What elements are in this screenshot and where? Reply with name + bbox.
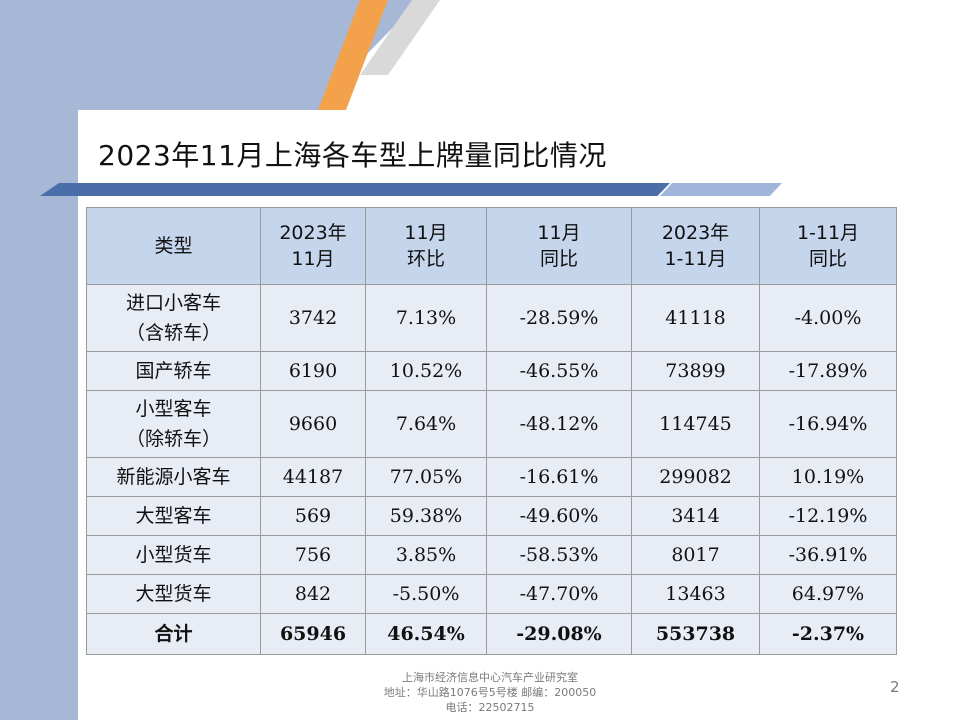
cell-type: 国产轿车 (86, 351, 261, 391)
slide-title: 2023年11月上海各车型上牌量同比情况 (98, 139, 607, 172)
cell-mom: 7.13% (365, 284, 487, 352)
footer-contact: 上海市经济信息中心汽车产业研究室 地址：华山路1076号5号楼 邮编：20005… (300, 670, 680, 715)
footer-org: 上海市经济信息中心汽车产业研究室 (402, 671, 578, 684)
footer-phone: 电话：22502715 (445, 701, 535, 714)
cell-ytd-yoy: -12.19% (759, 496, 897, 536)
cell-ytd: 73899 (631, 351, 760, 391)
table-row: 小型货车 756 3.85% -58.53% 8017 -36.91% (86, 535, 897, 575)
cell-ytd-yoy: -36.91% (759, 535, 897, 575)
header-nov-yoy: 11月 同比 (486, 207, 632, 285)
cell-ytd: 41118 (631, 284, 760, 352)
cell-ytd-yoy: 64.97% (759, 574, 897, 614)
cell-yoy: -16.61% (486, 457, 632, 497)
cell-total-ytd: 553738 (631, 613, 760, 655)
title-underline (40, 183, 670, 196)
cell-mom: 7.64% (365, 390, 487, 458)
cell-mom: 10.52% (365, 351, 487, 391)
header-type: 类型 (86, 207, 261, 285)
header-ytd-2023: 2023年 1-11月 (631, 207, 760, 285)
cell-ytd: 8017 (631, 535, 760, 575)
cell-total-ytd-yoy: -2.37% (759, 613, 897, 655)
cell-type: 小型客车 （除轿车） (86, 390, 261, 458)
cell-nov: 44187 (260, 457, 366, 497)
cell-total-mom: 46.54% (365, 613, 487, 655)
title-underline-accent (660, 183, 782, 196)
table-row: 小型客车 （除轿车） 9660 7.64% -48.12% 114745 -16.… (86, 390, 897, 458)
cell-nov: 9660 (260, 390, 366, 458)
cell-total-label: 合计 (86, 613, 261, 655)
cell-nov: 756 (260, 535, 366, 575)
cell-ytd: 299082 (631, 457, 760, 497)
table-row: 进口小客车 （含轿车） 3742 7.13% -28.59% 41118 -4.0… (86, 284, 897, 352)
table-header-row: 类型 2023年 11月 11月 环比 11月 同比 2023年 1-11月 1-11月… (86, 207, 897, 285)
cell-total-yoy: -29.08% (486, 613, 632, 655)
cell-yoy: -49.60% (486, 496, 632, 536)
cell-yoy: -58.53% (486, 535, 632, 575)
table-row: 大型货车 842 -5.50% -47.70% 13463 64.97% (86, 574, 897, 614)
cell-mom: -5.50% (365, 574, 487, 614)
cell-type: 大型货车 (86, 574, 261, 614)
table-row: 大型客车 569 59.38% -49.60% 3414 -12.19% (86, 496, 897, 536)
cell-yoy: -47.70% (486, 574, 632, 614)
cell-yoy: -46.55% (486, 351, 632, 391)
cell-mom: 3.85% (365, 535, 487, 575)
cell-ytd-yoy: -16.94% (759, 390, 897, 458)
cell-ytd-yoy: -17.89% (759, 351, 897, 391)
header-nov-2023: 2023年 11月 (260, 207, 366, 285)
cell-ytd: 13463 (631, 574, 760, 614)
table-row: 国产轿车 6190 10.52% -46.55% 73899 -17.89% (86, 351, 897, 391)
header-ytd-yoy: 1-11月 同比 (759, 207, 897, 285)
cell-nov: 6190 (260, 351, 366, 391)
registration-table: 类型 2023年 11月 11月 环比 11月 同比 2023年 1-11月 1-11月… (86, 207, 897, 655)
cell-ytd-yoy: -4.00% (759, 284, 897, 352)
background-left-band (0, 0, 78, 720)
cell-total-nov: 65946 (260, 613, 366, 655)
page-number: 2 (890, 678, 900, 696)
cell-type: 新能源小客车 (86, 457, 261, 497)
cell-type: 大型客车 (86, 496, 261, 536)
cell-ytd: 114745 (631, 390, 760, 458)
cell-yoy: -28.59% (486, 284, 632, 352)
cell-nov: 569 (260, 496, 366, 536)
header-nov-mom: 11月 环比 (365, 207, 487, 285)
cell-nov: 3742 (260, 284, 366, 352)
cell-mom: 59.38% (365, 496, 487, 536)
cell-ytd-yoy: 10.19% (759, 457, 897, 497)
cell-mom: 77.05% (365, 457, 487, 497)
table-row: 新能源小客车 44187 77.05% -16.61% 299082 10.19… (86, 457, 897, 497)
cell-type: 进口小客车 （含轿车） (86, 284, 261, 352)
cell-type: 小型货车 (86, 535, 261, 575)
cell-yoy: -48.12% (486, 390, 632, 458)
cell-nov: 842 (260, 574, 366, 614)
table-total-row: 合计 65946 46.54% -29.08% 553738 -2.37% (86, 613, 897, 655)
footer-address: 地址：华山路1076号5号楼 邮编：200050 (383, 686, 597, 699)
cell-ytd: 3414 (631, 496, 760, 536)
